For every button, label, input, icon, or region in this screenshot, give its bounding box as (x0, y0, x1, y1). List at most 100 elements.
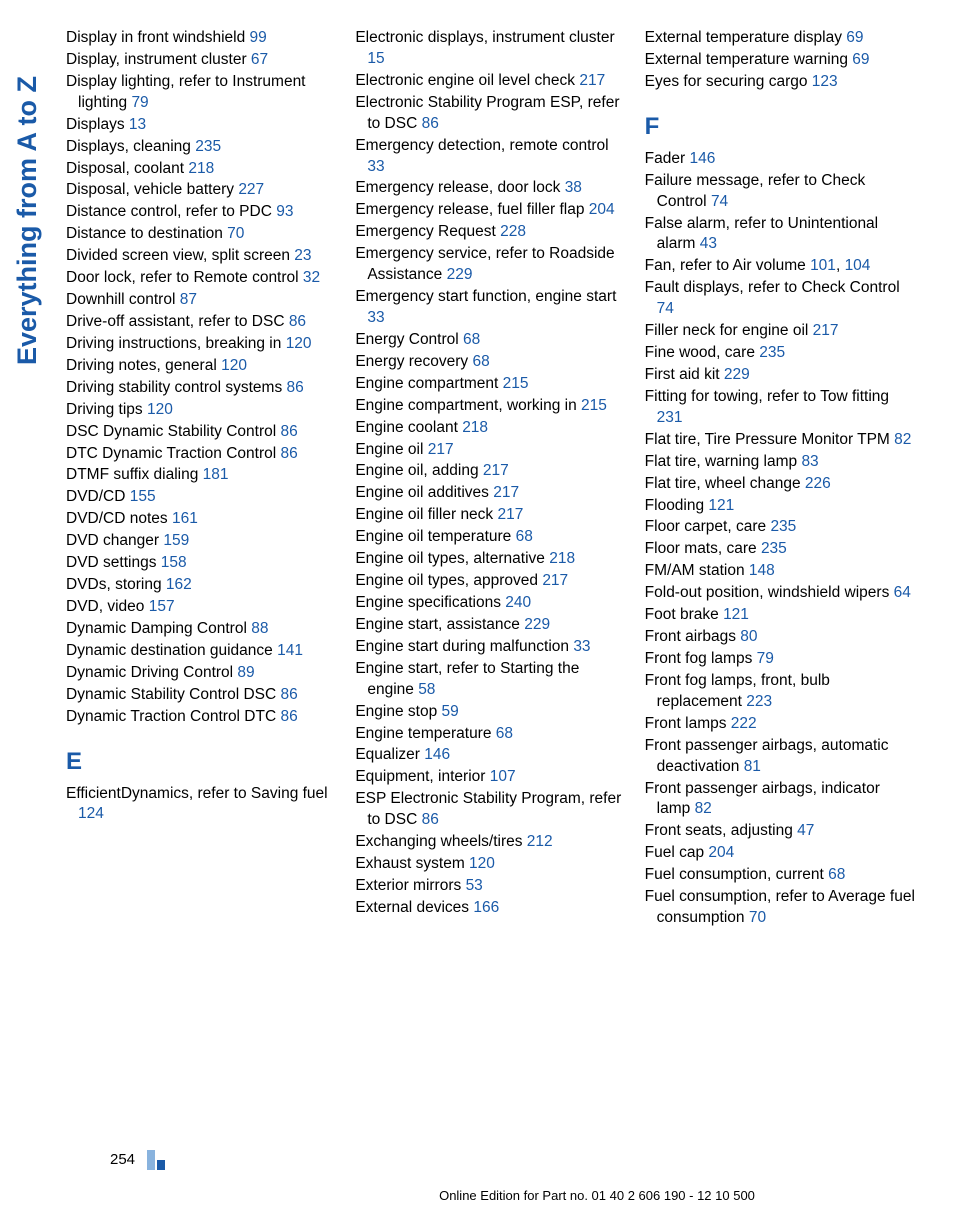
index-page-ref[interactable]: 59 (442, 703, 459, 720)
index-entry: Engine compartment, working in 215 (355, 396, 626, 417)
index-page-ref[interactable]: 204 (589, 201, 615, 218)
index-page-ref[interactable]: 231 (657, 409, 683, 426)
index-page-ref[interactable]: 86 (289, 313, 306, 330)
index-page-ref[interactable]: 81 (744, 758, 761, 775)
index-page-ref[interactable]: 86 (422, 811, 439, 828)
index-page-ref[interactable]: 120 (147, 401, 173, 418)
index-page-ref[interactable]: 217 (483, 462, 509, 479)
index-page-ref[interactable]: 99 (250, 29, 267, 46)
index-page-ref[interactable]: 218 (462, 419, 488, 436)
index-page-ref[interactable]: 217 (428, 441, 454, 458)
index-page-ref[interactable]: 229 (724, 366, 750, 383)
index-page-ref[interactable]: 86 (280, 686, 297, 703)
index-page-ref[interactable]: 162 (166, 576, 192, 593)
index-page-ref[interactable]: 235 (195, 138, 221, 155)
index-page-ref[interactable]: 235 (770, 518, 796, 535)
index-page-ref[interactable]: 33 (367, 309, 384, 326)
index-page-ref[interactable]: 204 (708, 844, 734, 861)
index-page-ref[interactable]: 212 (527, 833, 553, 850)
index-page-ref[interactable]: 146 (689, 150, 715, 167)
index-page-ref[interactable]: 228 (500, 223, 526, 240)
index-page-ref[interactable]: 235 (759, 344, 785, 361)
index-page-ref[interactable]: 89 (237, 664, 254, 681)
index-page-ref[interactable]: 13 (129, 116, 146, 133)
index-page-ref[interactable]: 32 (303, 269, 320, 286)
index-page-ref[interactable]: 155 (130, 488, 156, 505)
index-page-ref[interactable]: 120 (221, 357, 247, 374)
index-page-ref[interactable]: 15 (367, 50, 384, 67)
index-page-ref[interactable]: 86 (280, 445, 297, 462)
index-page-ref[interactable]: 43 (700, 235, 717, 252)
index-page-ref[interactable]: 68 (496, 725, 513, 742)
index-page-ref[interactable]: 235 (761, 540, 787, 557)
index-page-ref[interactable]: 64 (894, 584, 911, 601)
index-page-ref[interactable]: 218 (188, 160, 214, 177)
index-page-ref[interactable]: 107 (490, 768, 516, 785)
index-page-ref[interactable]: 166 (473, 899, 499, 916)
index-page-ref[interactable]: 23 (294, 247, 311, 264)
index-page-ref[interactable]: 53 (466, 877, 483, 894)
index-page-ref[interactable]: 159 (163, 532, 189, 549)
index-page-ref[interactable]: 47 (797, 822, 814, 839)
index-page-ref[interactable]: 86 (422, 115, 439, 132)
index-page-ref[interactable]: 93 (276, 203, 293, 220)
index-page-ref[interactable]: 120 (469, 855, 495, 872)
index-page-ref[interactable]: 227 (238, 181, 264, 198)
index-page-ref[interactable]: 226 (805, 475, 831, 492)
index-page-ref[interactable]: 79 (131, 94, 148, 111)
index-page-ref[interactable]: 79 (757, 650, 774, 667)
index-page-ref[interactable]: 124 (78, 805, 104, 822)
index-page-ref[interactable]: 218 (549, 550, 575, 567)
index-page-ref[interactable]: 229 (447, 266, 473, 283)
index-page-ref[interactable]: 68 (463, 331, 480, 348)
index-page-ref[interactable]: 229 (524, 616, 550, 633)
index-page-ref[interactable]: 33 (573, 638, 590, 655)
index-page-ref[interactable]: 215 (503, 375, 529, 392)
index-page-ref[interactable]: 74 (711, 193, 728, 210)
index-page-ref[interactable]: 158 (161, 554, 187, 571)
index-page-ref[interactable]: 141 (277, 642, 303, 659)
index-page-ref[interactable]: 33 (367, 158, 384, 175)
index-page-ref[interactable]: 215 (581, 397, 607, 414)
index-page-ref[interactable]: 157 (149, 598, 175, 615)
index-page-ref[interactable]: 38 (565, 179, 582, 196)
index-page-ref[interactable]: 69 (852, 51, 869, 68)
index-page-ref[interactable]: 217 (813, 322, 839, 339)
index-page-ref[interactable]: 68 (516, 528, 533, 545)
index-page-ref[interactable]: 86 (280, 423, 297, 440)
index-page-ref[interactable]: 88 (251, 620, 268, 637)
index-page-ref[interactable]: 87 (180, 291, 197, 308)
index-page-ref[interactable]: 68 (828, 866, 845, 883)
index-page-ref[interactable]: 68 (473, 353, 490, 370)
index-page-ref[interactable]: 217 (498, 506, 524, 523)
index-page-ref[interactable]: 161 (172, 510, 198, 527)
index-page-ref[interactable]: 58 (418, 681, 435, 698)
index-page-ref[interactable]: 181 (203, 466, 229, 483)
index-page-ref[interactable]: 67 (251, 51, 268, 68)
index-page-ref[interactable]: 121 (723, 606, 749, 623)
index-page-ref[interactable]: 217 (542, 572, 568, 589)
index-page-ref[interactable]: 82 (695, 800, 712, 817)
index-page-ref[interactable]: 69 (846, 29, 863, 46)
index-page-ref[interactable]: 83 (801, 453, 818, 470)
index-page-ref[interactable]: 70 (227, 225, 244, 242)
index-page-ref[interactable]: 86 (287, 379, 304, 396)
index-page-ref[interactable]: 74 (657, 300, 674, 317)
index-entry: Flat tire, wheel change 226 (645, 474, 916, 495)
index-page-ref[interactable]: 222 (731, 715, 757, 732)
index-page-ref[interactable]: 146 (424, 746, 450, 763)
index-page-ref[interactable]: 70 (749, 909, 766, 926)
index-page-ref[interactable]: 223 (746, 693, 772, 710)
index-page-ref[interactable]: 82 (894, 431, 911, 448)
index-page-ref[interactable]: 80 (740, 628, 757, 645)
index-page-ref[interactable]: 120 (286, 335, 312, 352)
index-page-ref[interactable]: 101, 104 (810, 257, 870, 274)
index-entry: Display lighting, refer to Instrument li… (66, 72, 337, 114)
index-page-ref[interactable]: 217 (493, 484, 519, 501)
index-page-ref[interactable]: 123 (812, 73, 838, 90)
index-page-ref[interactable]: 148 (749, 562, 775, 579)
index-page-ref[interactable]: 86 (280, 708, 297, 725)
index-page-ref[interactable]: 121 (708, 497, 734, 514)
index-page-ref[interactable]: 240 (505, 594, 531, 611)
index-page-ref[interactable]: 217 (579, 72, 605, 89)
